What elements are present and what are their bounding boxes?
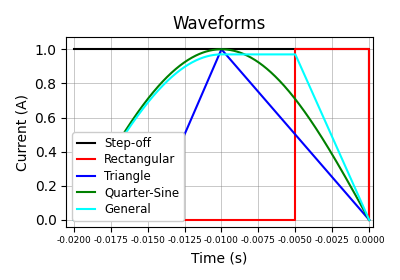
General [219, 53, 224, 56]
Quarter-Sine [147, 95, 152, 98]
Quarter-Sine [219, 48, 224, 51]
Quarter-Sine [205, 50, 210, 53]
General [71, 218, 76, 221]
Title: Waveforms: Waveforms [173, 15, 266, 33]
Y-axis label: Current (A): Current (A) [15, 94, 29, 171]
X-axis label: Time (s): Time (s) [192, 251, 248, 265]
Quarter-Sine [294, 99, 299, 102]
Quarter-Sine [367, 218, 372, 221]
Rectangular [293, 48, 298, 51]
General [199, 56, 204, 60]
Line: Step-off: Step-off [74, 49, 369, 220]
Step-off [367, 218, 372, 221]
Triangle [219, 48, 224, 51]
General [164, 81, 168, 84]
Legend: Step-off, Rectangular, Triangle, Quarter-Sine, General: Step-off, Rectangular, Triangle, Quarter… [72, 132, 184, 221]
Step-off [71, 48, 76, 51]
General [320, 113, 325, 117]
Rectangular [293, 218, 298, 221]
General [367, 218, 372, 221]
Quarter-Sine [71, 218, 76, 221]
Line: Rectangular: Rectangular [74, 49, 369, 220]
Line: Quarter-Sine: Quarter-Sine [74, 49, 369, 220]
Step-off [367, 48, 372, 51]
Triangle [367, 218, 372, 221]
General [161, 83, 166, 87]
Quarter-Sine [246, 54, 250, 58]
Quarter-Sine [269, 71, 274, 74]
Line: Triangle: Triangle [74, 49, 369, 220]
Quarter-Sine [124, 128, 128, 131]
Rectangular [367, 48, 372, 51]
Line: General: General [74, 54, 369, 220]
Rectangular [71, 218, 76, 221]
General [301, 71, 306, 74]
Triangle [145, 218, 150, 221]
General [114, 145, 119, 149]
Triangle [71, 218, 76, 221]
Rectangular [367, 218, 372, 221]
